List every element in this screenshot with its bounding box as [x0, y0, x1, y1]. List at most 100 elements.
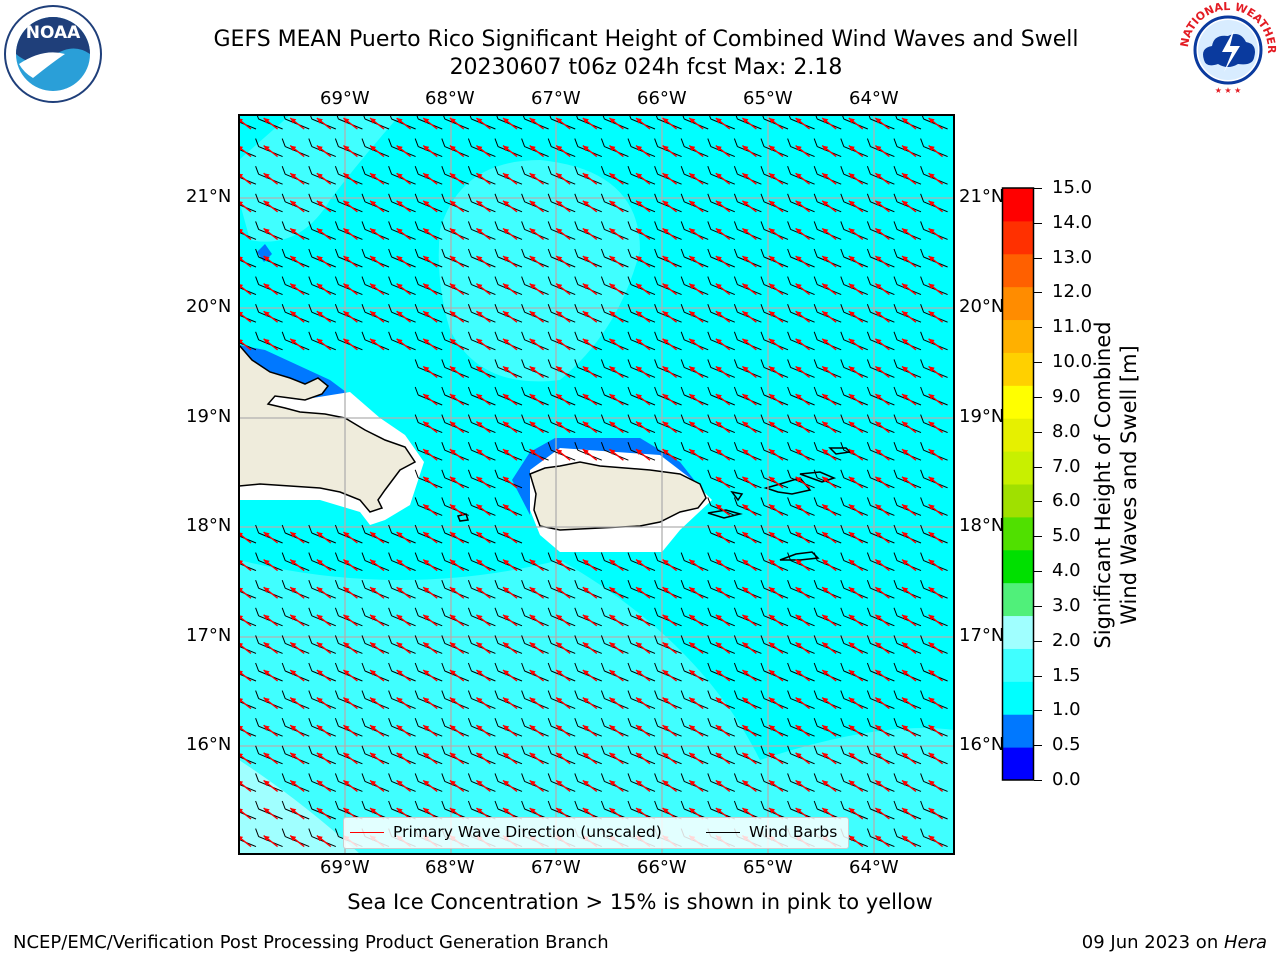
wave-direction-arrow [263, 697, 279, 710]
wave-direction-arrow [529, 172, 545, 185]
wave-direction-arrow [582, 641, 598, 654]
colorbar-tick-label: 13.0 [1052, 246, 1093, 268]
wave-direction-arrow [396, 697, 412, 710]
wave-direction-arrow [396, 338, 412, 351]
wave-direction-arrow [848, 421, 864, 434]
graticule [239, 115, 954, 854]
wave-direction-arrow [821, 117, 837, 130]
wave-direction-arrow [901, 641, 917, 654]
wave-direction-arrow [316, 172, 332, 185]
wave-direction-arrow [848, 641, 864, 654]
colorbar-tick-mark [1034, 188, 1042, 189]
wave-direction-arrow [289, 255, 305, 268]
wave-direction-arrow [608, 117, 624, 130]
wave-direction-arrow [502, 531, 518, 544]
wave-direction-arrow [449, 393, 465, 406]
legend-wave-direction: Primary Wave Direction (unscaled) [350, 823, 662, 841]
wave-direction-arrow [289, 697, 305, 710]
wave-direction-arrow [316, 255, 332, 268]
wave-direction-arrow [342, 531, 358, 544]
wave-direction-arrow [768, 779, 784, 792]
wave-direction-arrow [715, 641, 731, 654]
colorbar-tick-mark [1034, 431, 1042, 433]
wave-direction-arrow [449, 200, 465, 213]
wave-direction-arrow [316, 724, 332, 737]
wave-direction-arrow [741, 448, 757, 461]
wave-direction-arrow [848, 283, 864, 296]
wave-direction-arrow [901, 172, 917, 185]
wave-direction-arrow [608, 697, 624, 710]
wave-direction-arrow [422, 200, 438, 213]
wave-direction-arrow [741, 503, 757, 516]
wave-direction-arrow [928, 669, 944, 682]
wave-direction-arrow [582, 393, 598, 406]
wave-direction-arrow [901, 448, 917, 461]
colorbar-segment [1002, 319, 1034, 353]
wave-direction-arrow [901, 145, 917, 158]
wave-direction-arrow [688, 227, 704, 240]
footer-branch: NCEP/EMC/Verification Post Processing Pr… [13, 932, 609, 953]
wave-direction-arrow [848, 172, 864, 185]
wave-direction-arrow [502, 117, 518, 130]
wave-direction-arrow [662, 752, 678, 765]
wave-direction-arrow [635, 586, 651, 599]
wave-direction-arrow [795, 697, 811, 710]
wave-direction-arrow [901, 807, 917, 820]
wave-direction-arrow [529, 586, 545, 599]
wave-direction-arrow [688, 393, 704, 406]
wave-direction-arrow [848, 365, 864, 378]
wave-direction-arrow [821, 779, 837, 792]
wave-direction-arrow [555, 200, 571, 213]
wave-direction-arrow [529, 669, 545, 682]
colorbar-tick-mark [1034, 501, 1042, 503]
wave-direction-arrow [555, 310, 571, 323]
wave-direction-arrow [316, 669, 332, 682]
colorbar-label-line2: Wind Waves and Swell [m] [1117, 345, 1141, 625]
wave-direction-arrow [502, 641, 518, 654]
wave-direction-arrow [662, 614, 678, 627]
colorbar-tick-label: 1.5 [1052, 664, 1081, 686]
wave-direction-arrow [396, 641, 412, 654]
wave-direction-arrow [316, 807, 332, 820]
wave-direction-arrow [342, 227, 358, 240]
wave-direction-arrow [848, 614, 864, 627]
wave-direction-arrow [422, 779, 438, 792]
wave-direction-arrow [502, 393, 518, 406]
wave-direction-arrow [635, 669, 651, 682]
wave-direction-arrow [608, 200, 624, 213]
wave-direction-arrow [316, 559, 332, 572]
wave-zone-1-5m-central [438, 160, 640, 382]
wave-direction-arrow [289, 641, 305, 654]
wave-direction-arrow [475, 227, 491, 240]
wave-direction-arrow [529, 448, 545, 461]
wave-direction-arrow [874, 752, 890, 765]
wave-direction-arrow [449, 117, 465, 130]
wave-direction-arrow [795, 614, 811, 627]
wave-direction-arrow [289, 724, 305, 737]
wave-direction-arrow [874, 283, 890, 296]
wave-direction-arrow [715, 145, 731, 158]
wave-direction-arrow [502, 724, 518, 737]
wave-direction-arrow [874, 641, 890, 654]
wave-direction-arrow [715, 476, 731, 489]
wave-direction-arrow [555, 614, 571, 627]
wave-direction-arrow [449, 338, 465, 351]
wave-direction-arrow [848, 448, 864, 461]
wave-direction-arrow [396, 669, 412, 682]
wave-direction-arrow [422, 752, 438, 765]
wave-direction-arrow [928, 421, 944, 434]
wave-direction-arrow [342, 145, 358, 158]
wave-direction-arrow [529, 421, 545, 434]
wave-direction-arrow [263, 614, 279, 627]
wave-direction-arrow [741, 614, 757, 627]
wave-direction-arrow [688, 559, 704, 572]
wave-direction-arrow [662, 200, 678, 213]
legend-wind-barbs: Wind Barbs [706, 823, 837, 841]
wave-direction-arrow [874, 807, 890, 820]
wave-direction-arrow [741, 752, 757, 765]
wave-direction-arrow [635, 117, 651, 130]
wave-direction-arrow [848, 752, 864, 765]
wave-direction-arrow [928, 172, 944, 185]
wave-direction-arrow [582, 724, 598, 737]
wave-direction-arrow [795, 200, 811, 213]
